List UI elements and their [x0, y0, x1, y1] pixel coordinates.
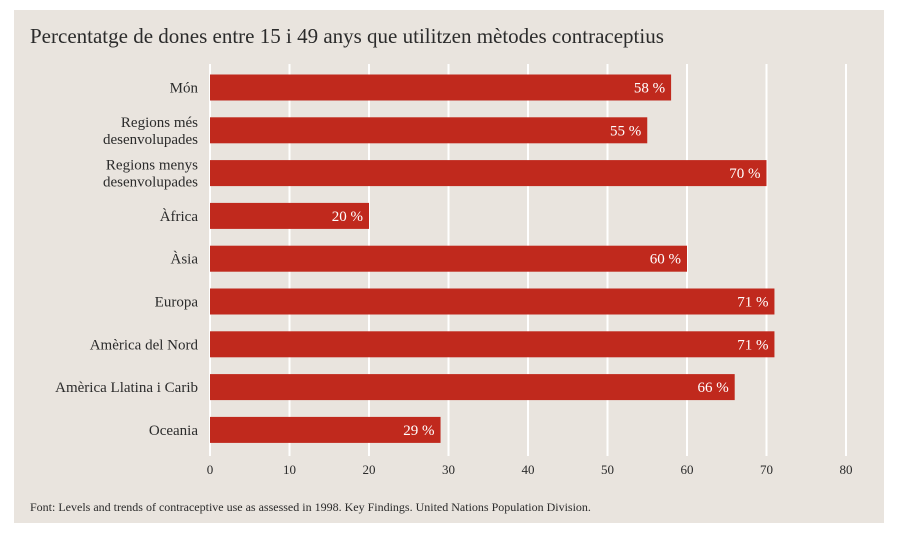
category-label: desenvolupades	[103, 132, 198, 148]
bar-chart: 58 % 55 % 70 % 20 % 60 % 71 % 71 % 66 % 29 % Món…	[55, 64, 853, 477]
category-label: Regions menys	[106, 158, 198, 174]
bar	[210, 245, 687, 272]
category-label: desenvolupades	[103, 175, 198, 191]
bar-value-label: 20 %	[332, 209, 363, 225]
category-label: Oceania	[149, 423, 198, 439]
chart-panel: Percentatge de dones entre 15 i 49 anys …	[14, 10, 884, 523]
bar	[210, 374, 735, 401]
chart-title: Percentatge de dones entre 15 i 49 anys …	[30, 24, 664, 48]
x-tick-label: 30	[442, 462, 455, 477]
category-label: Amèrica del Nord	[90, 337, 199, 353]
x-tick-label: 0	[207, 462, 214, 477]
bar-value-label: 70 %	[729, 166, 760, 182]
x-tick-label: 50	[601, 462, 614, 477]
x-tick-label: 80	[840, 462, 853, 477]
bar	[210, 160, 767, 187]
bar-value-label: 60 %	[650, 252, 681, 268]
category-label: Àfrica	[160, 208, 199, 225]
bar-value-label: 55 %	[610, 123, 641, 139]
category-label: Món	[170, 81, 199, 97]
x-tick-label: 40	[522, 462, 535, 477]
bar	[210, 202, 369, 229]
x-tick-label: 10	[283, 462, 296, 477]
category-label: Amèrica Llatina i Carib	[55, 380, 198, 396]
x-tick-label: 70	[760, 462, 773, 477]
bar-value-label: 71 %	[737, 337, 768, 353]
bar-value-label: 29 %	[403, 423, 434, 439]
bar	[210, 117, 648, 144]
x-axis-ticks: 0 10 20 30 40 50 60 70 80	[207, 462, 853, 477]
x-tick-label: 20	[363, 462, 376, 477]
x-tick-label: 60	[681, 462, 694, 477]
category-label: Àsia	[171, 251, 199, 268]
bar	[210, 416, 441, 443]
bars: 58 % 55 % 70 % 20 % 60 % 71 % 71 % 66 % 29 %	[210, 74, 775, 443]
source-note: Font: Levels and trends of contraceptive…	[30, 500, 591, 514]
bar-value-label: 71 %	[737, 295, 768, 311]
bar-value-label: 58 %	[634, 81, 665, 97]
bar	[210, 74, 672, 101]
category-label: Europa	[155, 295, 199, 311]
bar	[210, 331, 775, 358]
bar-value-label: 66 %	[697, 380, 728, 396]
bar	[210, 288, 775, 315]
category-label: Regions més	[121, 115, 198, 131]
